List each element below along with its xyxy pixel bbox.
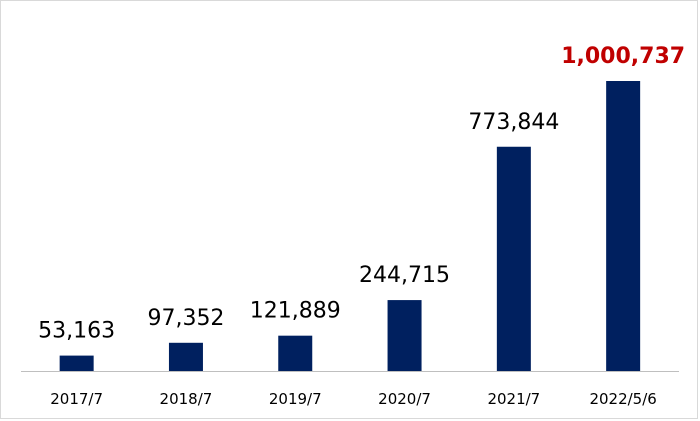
data-label: 773,844	[468, 110, 559, 135]
bar	[606, 81, 641, 371]
x-tick-label: 2018/7	[160, 390, 213, 408]
bar	[168, 342, 203, 371]
data-label: 244,715	[359, 263, 450, 288]
data-label: 121,889	[250, 299, 341, 324]
x-tick-label: 2022/5/6	[589, 390, 656, 408]
data-label: 1,000,737	[561, 44, 685, 69]
bar	[496, 146, 531, 371]
bar	[59, 355, 94, 371]
bar	[278, 335, 313, 371]
x-tick-label: 2020/7	[378, 390, 431, 408]
data-label: 53,163	[38, 319, 115, 344]
bar	[387, 300, 422, 371]
x-tick-label: 2017/7	[50, 390, 103, 408]
x-tick-label: 2019/7	[269, 390, 322, 408]
data-label: 97,352	[147, 306, 224, 331]
x-tick-label: 2021/7	[487, 390, 540, 408]
